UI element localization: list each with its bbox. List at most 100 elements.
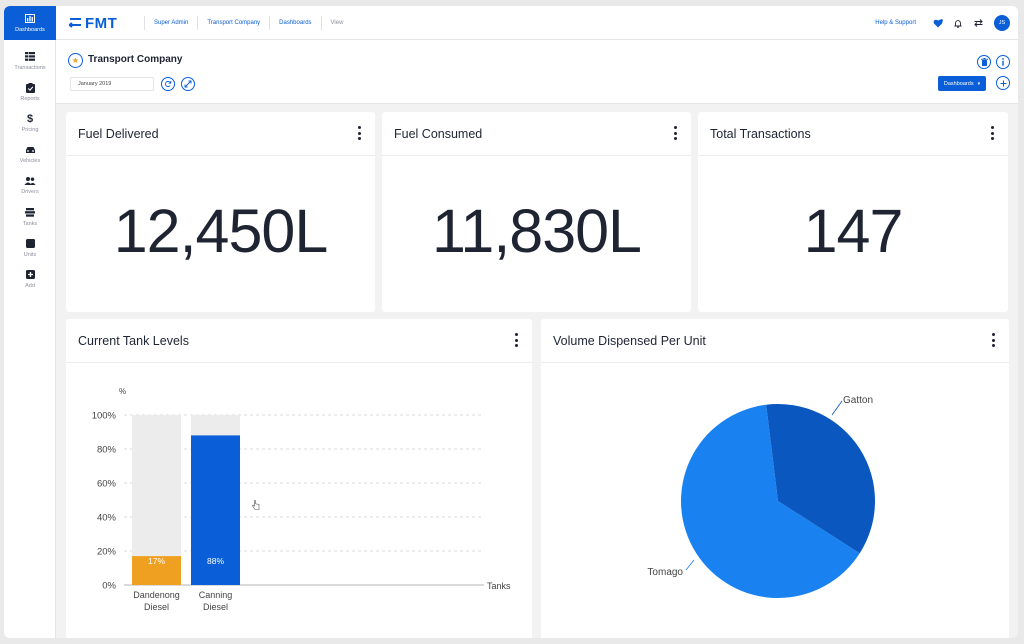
kpi-value: 11,830L (432, 197, 642, 265)
card-fuel-delivered: Fuel Delivered 12,450L (66, 112, 375, 312)
delete-icon[interactable] (977, 55, 991, 69)
card-header: Current Tank Levels (66, 319, 532, 363)
card-fuel-consumed: Fuel Consumed 11,830L (382, 112, 691, 312)
square-icon (24, 238, 36, 249)
breadcrumb: Super Admin Transport Company Dashboards… (144, 6, 352, 40)
y-tick-label: 60% (97, 479, 117, 490)
dollar-icon: $ (26, 112, 34, 125)
sidebar-item-tanks[interactable]: Tanks (4, 202, 56, 232)
volume-per-unit-chart: Gatton Tomago (647, 395, 875, 598)
swap-icon[interactable] (973, 18, 983, 28)
x-tick-label: Dandenong (133, 590, 180, 600)
card-header: Volume Dispensed Per Unit (541, 319, 1009, 363)
sidebar-item-transactions[interactable]: Transactions (4, 46, 56, 76)
breadcrumb-transport-company[interactable]: Transport Company (197, 16, 269, 30)
bar-chart-icon (24, 13, 36, 24)
card-header: Fuel Delivered (66, 112, 375, 156)
kpi-value: 147 (803, 197, 904, 265)
plus-icon (1000, 80, 1006, 86)
sidebar-item-label: Transactions (14, 65, 46, 71)
kpi-value: 12,450L (113, 197, 329, 265)
bar[interactable] (132, 556, 181, 585)
x-tick-label: Canning (199, 590, 233, 600)
card-title: Current Tank Levels (78, 334, 189, 348)
users-icon (24, 175, 36, 186)
card-title: Total Transactions (710, 127, 811, 141)
sidebar-item-vehicles[interactable]: Vehicles (4, 139, 56, 169)
top-right-actions: Help & Support JS (875, 6, 1010, 40)
x-axis-label: Tanks (487, 581, 511, 591)
pie-label-tomago: Tomago (647, 567, 683, 578)
label-leader-line (831, 400, 843, 416)
date-picker-input[interactable]: January 2019 (70, 77, 154, 91)
sidebar-item-pricing[interactable]: $ Pricing (4, 108, 56, 138)
y-tick-label: 80% (97, 445, 117, 456)
fmt-logo[interactable]: FMT (69, 14, 118, 32)
avatar[interactable]: JS (994, 15, 1010, 31)
sidebar: Dashboards Transactions Reports $ Pricin… (4, 6, 56, 638)
card-header: Total Transactions (698, 112, 1008, 156)
more-options-icon[interactable] (357, 126, 361, 140)
sidebar-item-label: Tanks (22, 221, 38, 227)
label-leader-line (685, 559, 695, 571)
sidebar-item-drivers[interactable]: Drivers (4, 170, 56, 200)
sidebar-item-units[interactable]: Units (4, 233, 56, 263)
breadcrumb-dashboards[interactable]: Dashboards (269, 16, 320, 30)
plus-square-icon (24, 269, 36, 280)
logo-text: FMT (85, 14, 118, 32)
add-widget-button[interactable] (996, 76, 1010, 90)
breadcrumb-super-admin[interactable]: Super Admin (144, 16, 197, 30)
list-icon (24, 51, 36, 62)
help-support-link[interactable]: Help & Support (875, 20, 916, 26)
bell-icon[interactable] (953, 18, 963, 28)
bar-value-label: 17% (148, 556, 165, 566)
y-tick-label: 100% (92, 411, 117, 422)
bar-value-label: 88% (207, 556, 224, 566)
mouse-pointer-icon (252, 500, 260, 510)
y-axis-unit-label: % (119, 387, 126, 396)
card-title: Volume Dispensed Per Unit (553, 334, 706, 348)
tank-levels-chart: % 0% 20% 40% 60% 80% 100% Tanks 17% Dandenong Dies… (92, 387, 511, 612)
car-icon (24, 144, 36, 155)
clipboard-icon (24, 82, 36, 93)
chevron-down-icon: ▾ (977, 80, 981, 87)
sidebar-item-label: Dashboards (15, 27, 45, 33)
x-tick-label: Diesel (203, 602, 228, 612)
y-tick-label: 40% (97, 513, 117, 524)
sidebar-item-label: Pricing (21, 127, 39, 133)
pie-label-gatton: Gatton (843, 395, 873, 406)
card-current-tank-levels: Current Tank Levels % 0% 20% 40% 60% 80% 100% T… (66, 319, 532, 638)
more-options-icon[interactable] (991, 333, 995, 347)
page-header: ★ Transport Company January 2019 Dashboa… (56, 40, 1018, 104)
sidebar-item-dashboards[interactable]: Dashboards (4, 6, 56, 40)
pie-slice-tomago[interactable] (681, 404, 860, 598)
info-icon[interactable] (996, 55, 1010, 69)
card-volume-dispensed-per-unit: Volume Dispensed Per Unit Gatton Tomago (541, 319, 1009, 638)
sidebar-item-reports[interactable]: Reports (4, 77, 56, 107)
more-options-icon[interactable] (673, 126, 677, 140)
top-bar: FMT Super Admin Transport Company Dashbo… (56, 6, 1018, 40)
sidebar-item-label: Units (23, 252, 37, 258)
sidebar-item-label: Reports (20, 96, 40, 102)
sidebar-item-label: Add (25, 283, 35, 289)
heart-pulse-icon[interactable] (933, 18, 943, 28)
pie-slice-gatton[interactable] (766, 404, 875, 554)
refresh-icon[interactable] (161, 77, 175, 91)
sidebar-item-label: Drivers (21, 189, 39, 195)
dashboards-dropdown-button[interactable]: Dashboards ▾ (938, 76, 986, 91)
more-options-icon[interactable] (514, 333, 518, 347)
sidebar-item-add[interactable]: Add (4, 264, 56, 294)
breadcrumb-view: View (320, 16, 353, 30)
favorite-star-icon[interactable]: ★ (68, 53, 83, 68)
y-tick-label: 20% (97, 547, 117, 558)
dashboards-button-label: Dashboards (943, 80, 974, 87)
expand-icon[interactable] (181, 77, 195, 91)
sidebar-item-label: Vehicles (19, 158, 41, 164)
logo-arrow-icon (69, 18, 81, 28)
card-title: Fuel Consumed (394, 127, 483, 141)
layers-icon (24, 207, 36, 218)
bar[interactable] (191, 435, 240, 585)
card-title: Fuel Delivered (78, 127, 159, 141)
card-total-transactions: Total Transactions 147 (698, 112, 1008, 312)
more-options-icon[interactable] (990, 126, 994, 140)
